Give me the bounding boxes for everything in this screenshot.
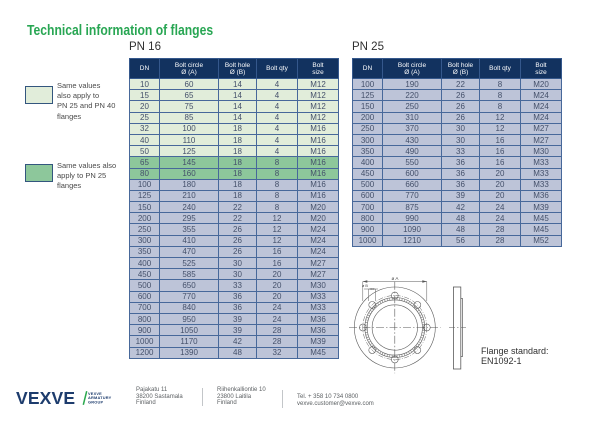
svg-text:VEXVE: VEXVE xyxy=(16,388,75,408)
svg-text:ARMATURY: ARMATURY xyxy=(88,395,112,400)
svg-text:VEXVE: VEXVE xyxy=(88,391,102,396)
svg-text:ø B: ø B xyxy=(362,284,368,288)
svg-text:ø A: ø A xyxy=(392,276,400,281)
svg-text:GROUP: GROUP xyxy=(88,399,103,404)
